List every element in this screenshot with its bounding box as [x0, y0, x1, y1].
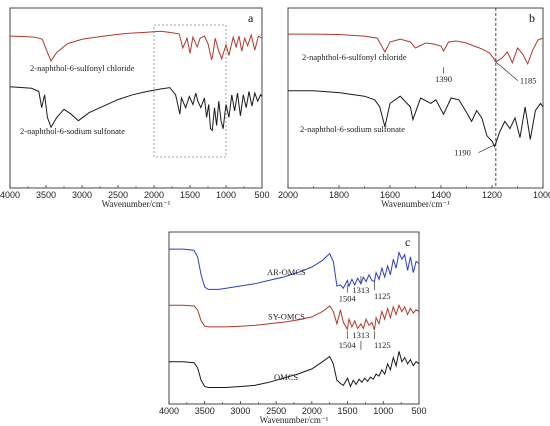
x-tick-label: 1500 [180, 190, 200, 200]
panel-letter-a: a [248, 11, 254, 25]
x-tick-label: 3000 [72, 190, 92, 200]
x-tick-label: 2000 [144, 190, 164, 200]
series-label: SY-OMCS [268, 312, 305, 322]
x-tick-label: 1000 [216, 190, 236, 200]
highlight-box [153, 24, 227, 158]
series-line-2-naphthol-6-sodium-sulfonate [9, 86, 263, 132]
x-tick-label: 1500 [338, 406, 358, 416]
plot-frame [9, 7, 263, 189]
peak-label: 1125 [374, 340, 391, 350]
peak-label: 1313 [352, 330, 369, 340]
x-axis-label: Wavenumber/cm⁻¹ [260, 415, 329, 425]
x-tick-label: 500 [254, 190, 269, 200]
peak-label: 1313 [352, 285, 369, 295]
series-line-2-naphthol-6-sulfonyl-chloride [9, 30, 263, 62]
x-tick-label: 1000 [533, 190, 550, 200]
peak-label: 1125 [374, 291, 391, 301]
series-label: 2-naphthol-6-sulfonyl chloride [30, 63, 135, 73]
x-tick-label: 3500 [195, 406, 215, 416]
peak-label: 1504 [339, 340, 357, 350]
series-label: 2-naphthol-6-sodium sulfonate [20, 126, 125, 136]
x-tick-label: 500 [411, 406, 426, 416]
x-tick-label: 1200 [482, 190, 502, 200]
panel-a: 4000 3500 3000 2500 2000 1500 1000 500 Wavenumbe… [0, 7, 270, 209]
panel-letter-b: b [529, 11, 535, 25]
series-line-omcs [169, 351, 420, 388]
series-line-ar-omcs [169, 248, 420, 290]
x-tick-label: 2000 [302, 406, 322, 416]
x-tick-label: 1400 [431, 190, 451, 200]
series-line-2-naphthol-6-sulfonyl-chloride [288, 33, 544, 66]
peak-label: 1504 [339, 294, 357, 304]
x-tick-label: 1600 [380, 190, 400, 200]
series-label: 2-naphthol-6-sodium sulfonate [300, 124, 405, 134]
x-tick-label: 4000 [0, 190, 20, 200]
x-tick-label: 2000 [278, 190, 298, 200]
x-tick-label: 4000 [159, 406, 179, 416]
series-line-2-naphthol-6-sodium-sulfonate [288, 90, 544, 148]
x-axis-label: Wavenumber/cm⁻¹ [102, 199, 171, 209]
x-tick-label: 1000 [373, 406, 393, 416]
x-axis-label: Wavenumber/cm⁻¹ [381, 199, 450, 209]
panel-c: 4000 3500 3000 2500 2000 1500 1000 500 Wavenumbe… [159, 231, 427, 425]
series-label: OMCS [274, 372, 298, 382]
peak-label: 1185 [520, 76, 537, 86]
series-line-sy-omcs [169, 303, 420, 331]
peak-label: 1190 [454, 148, 471, 158]
x-tick-label: 2500 [266, 406, 286, 416]
series-label: AR-OMCS [267, 267, 306, 277]
x-tick-label: 2500 [108, 190, 128, 200]
plot-frame [287, 7, 544, 189]
x-tick-label: 1800 [329, 190, 349, 200]
peak-label: 1390 [435, 74, 452, 84]
panel-b: 2000 1800 1600 1400 1200 1000 Wavenumber/cm⁻¹ b… [278, 7, 550, 209]
x-tick-label: 3000 [230, 406, 250, 416]
peak-arrow [478, 144, 495, 153]
peak-arrow [495, 61, 519, 81]
x-tick-label: 3500 [36, 190, 56, 200]
series-label: 2-naphthol-6-sulfonyl chloride [302, 52, 407, 62]
panel-letter-c: c [405, 235, 410, 249]
